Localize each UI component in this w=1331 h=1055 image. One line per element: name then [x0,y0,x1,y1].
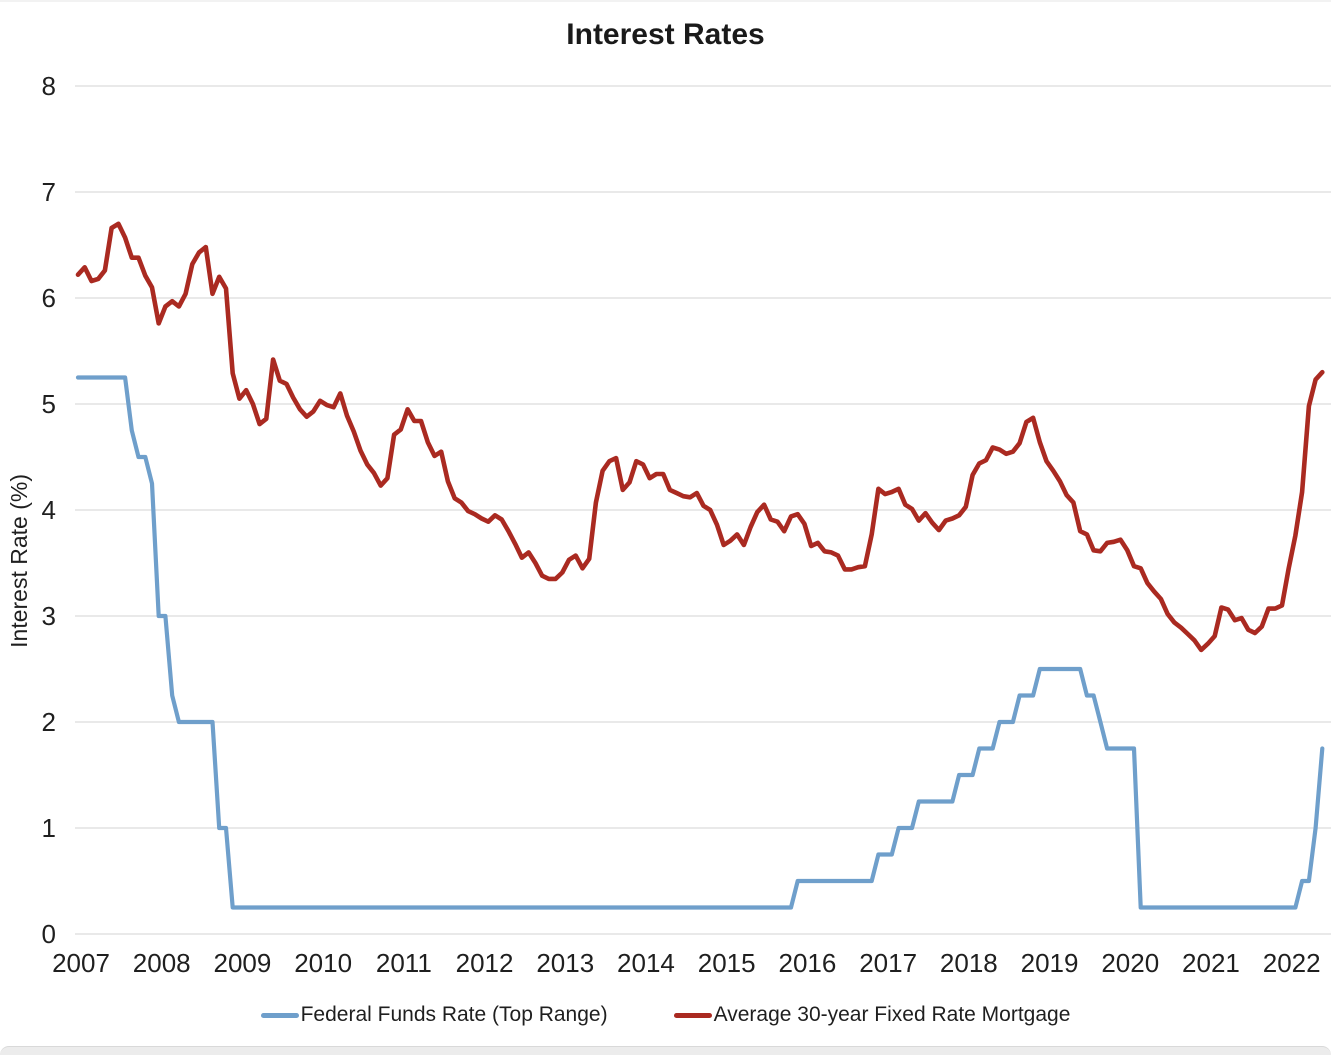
mortgage-rate-line [75,221,1325,653]
window-top-edge [0,0,1331,2]
x-tick-label: 2020 [1101,948,1159,978]
y-tick-label: 8 [42,71,56,101]
legend-item-fed-funds: Federal Funds Rate (Top Range) [260,1003,608,1027]
y-tick-label: 0 [42,919,56,949]
y-tick-label: 2 [42,707,56,737]
y-tick-label: 3 [42,601,56,631]
y-tick-label: 5 [42,389,56,419]
legend-label-fed-funds: Federal Funds Rate (Top Range) [300,1003,608,1026]
window-bottom-edge [0,1046,1331,1055]
x-tick-label: 2015 [698,948,756,978]
legend-label-mortgage: Average 30-year Fixed Rate Mortgage [713,1003,1071,1026]
mortgage-line-swatch-icon [673,1012,712,1018]
y-tick-label: 1 [42,813,56,843]
x-tick-label: 2009 [214,948,272,978]
chart-legend: Federal Funds Rate (Top Range) Average 3… [0,1003,1331,1027]
x-tick-label: 2019 [1021,948,1079,978]
y-axis-title-wrap: Interest Rate (%) [6,86,33,1036]
x-tick-label: 2007 [52,948,110,978]
y-tick-label: 6 [42,283,56,313]
y-tick-label: 7 [42,177,56,207]
y-axis-title: Interest Rate (%) [6,474,32,648]
x-tick-label: 2022 [1263,948,1321,978]
y-tick-label: 4 [42,495,56,525]
x-tick-label: 2014 [617,948,675,978]
x-tick-label: 2012 [456,948,514,978]
legend-item-mortgage: Average 30-year Fixed Rate Mortgage [673,1003,1071,1027]
fed-funds-rate-line [75,375,1325,910]
x-tick-label: 2013 [536,948,594,978]
x-tick-label: 2017 [859,948,917,978]
x-tick-label: 2008 [133,948,191,978]
x-tick-label: 2011 [376,948,432,978]
chart-title: Interest Rates [566,18,765,51]
x-tick-label: 2016 [778,948,836,978]
x-tick-label: 2010 [294,948,352,978]
x-tick-label: 2018 [940,948,998,978]
x-tick-label: 2021 [1182,948,1240,978]
fed-funds-line-swatch-icon [260,1012,299,1018]
